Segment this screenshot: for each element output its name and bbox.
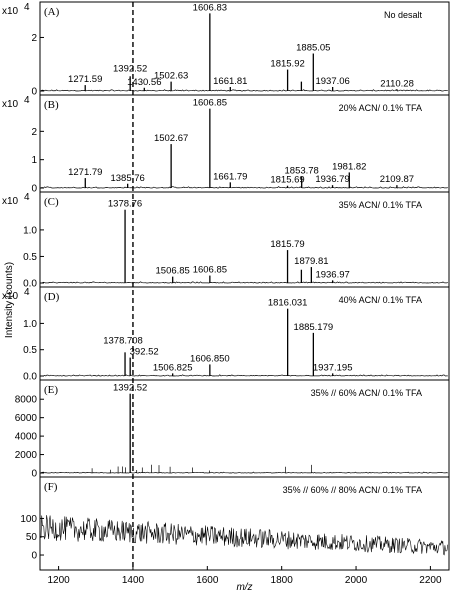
peak-label: 1879.81 — [294, 256, 328, 267]
peak-label: 1385.76 — [110, 173, 144, 184]
y-tick-label: 50 — [26, 532, 38, 543]
y-tick-label: 0.0 — [23, 372, 37, 383]
y-axis-label: Intensity (counts) — [4, 262, 15, 338]
panel-label: (F) — [44, 481, 58, 493]
peak-label: 1502.67 — [154, 133, 188, 144]
y-multiplier-exponent: 4 — [24, 192, 30, 203]
peak-label: 1815.92 — [270, 59, 304, 70]
y-multiplier-exponent: 4 — [24, 287, 30, 298]
peak-label: 1606.85 — [193, 265, 227, 276]
panel-label: (E) — [44, 384, 58, 396]
peak-label: 1661.79 — [213, 171, 247, 182]
spectrum-panel-d: 0.0 0.5 1.0 x10 4 (D) 40% ACN/ 0.1% TFA 1378.70… — [2, 286, 450, 383]
peak-label: 1392.52 — [113, 383, 147, 394]
spectrum-trace — [40, 89, 448, 92]
peak-label: 1502.63 — [154, 71, 188, 82]
y-tick-label: 0 — [31, 87, 37, 98]
peak-label: 1271.59 — [68, 74, 102, 85]
peak-label: 1936.79 — [315, 174, 349, 185]
y-tick-label: 1.0 — [23, 225, 37, 236]
y-multiplier-exponent: 4 — [24, 95, 30, 106]
panel-label: (D) — [44, 291, 60, 303]
peak-label: 1936.97 — [315, 269, 349, 280]
spectrum-trace — [40, 186, 448, 189]
peak-label: 1506.85 — [156, 266, 190, 277]
peak-label: 1378.76 — [108, 199, 142, 210]
y-tick-label: 0 — [31, 551, 37, 562]
peak-label: 1981.82 — [332, 161, 366, 172]
spectrum-panel-e: 0 2000 4000 6000 8000 (E) 35% // 60% ACN/ 0.1%… — [15, 379, 450, 480]
spectrum-panel-b: 0 1 2 x10 4 (B) 20% ACN/ 0.1% TFA 1271.79 1385.7… — [2, 94, 450, 195]
panel-condition: 35% ACN/ 0.1% TFA — [339, 200, 422, 210]
y-tick-label: 0.0 — [23, 279, 37, 290]
y-tick-label: 100 — [20, 514, 37, 525]
peak-label: 2109.87 — [380, 174, 414, 185]
peak-label: 1606.83 — [193, 2, 227, 13]
x-axis-label: m/z — [236, 582, 252, 593]
spectrum-trace — [40, 515, 448, 556]
x-tick-label: 1400 — [122, 575, 145, 586]
peak-label: 1937.195 — [313, 362, 353, 373]
panel-label: (A) — [44, 6, 60, 18]
panel-condition: 40% ACN/ 0.1% TFA — [339, 295, 422, 305]
peak-label: 1885.05 — [296, 43, 330, 54]
peak-label: 1430.56 — [127, 77, 161, 88]
y-tick-label: 6000 — [15, 413, 38, 424]
peak-label: 1271.79 — [68, 167, 102, 178]
peak-label: 1661.81 — [213, 76, 247, 87]
y-tick-label: 2 — [31, 33, 37, 44]
y-tick-label: 0.5 — [23, 252, 37, 263]
peak-label: 1606.85 — [193, 98, 227, 109]
peak-label: 392.52 — [130, 347, 159, 358]
y-tick-label: 8000 — [15, 395, 38, 406]
panel-condition: 35% // 60% ACN/ 0.1% TFA — [311, 388, 422, 398]
x-tick-label: 1800 — [271, 575, 294, 586]
x-tick-label: 1600 — [196, 575, 219, 586]
panel-condition: No desalt — [384, 10, 423, 20]
panel-label: (C) — [44, 196, 59, 208]
y-tick-label: 0 — [31, 184, 37, 195]
y-tick-label: 0.5 — [23, 345, 37, 356]
y-multiplier: x10 — [2, 99, 19, 110]
peak-label: 1816.031 — [268, 298, 308, 309]
peak-label: 1885.179 — [294, 322, 334, 333]
spectrum-trace — [40, 464, 448, 474]
y-multiplier: x10 — [2, 6, 19, 17]
y-multiplier-exponent: 4 — [24, 2, 30, 13]
spectrum-trace — [41, 374, 448, 377]
peak-label: 1853.78 — [285, 166, 319, 177]
x-tick-label: 1200 — [47, 575, 70, 586]
x-tick-label: 2000 — [345, 575, 368, 586]
panel-condition: 35% // 60% // 80% ACN/ 0.1% TFA — [283, 485, 422, 495]
y-multiplier: x10 — [2, 196, 19, 207]
spectrum-trace — [40, 281, 448, 284]
y-tick-label: 1.0 — [23, 319, 37, 330]
y-tick-label: 2 — [31, 127, 37, 138]
peak-label: 1815.69 — [270, 175, 304, 186]
y-multiplier: x10 — [2, 291, 19, 302]
peak-label: 1937.06 — [315, 76, 349, 87]
peak-label: 1506.825 — [153, 362, 193, 373]
peak-label: 2110.28 — [380, 78, 414, 89]
x-tick-label: 2200 — [419, 575, 442, 586]
spectrum-panel-c: 0.0 0.5 1.0 x10 4 (C) 35% ACN/ 0.1% TFA 1378.76… — [2, 191, 450, 290]
y-tick-label: 4000 — [15, 432, 38, 443]
panel-frame — [39, 476, 450, 571]
y-tick-label: 1 — [31, 155, 37, 166]
y-tick-label: 0 — [31, 469, 37, 480]
panel-label: (B) — [44, 99, 59, 111]
y-tick-label: 2000 — [15, 450, 38, 461]
peak-label: 1606.850 — [190, 353, 230, 364]
panel-condition: 20% ACN/ 0.1% TFA — [339, 103, 422, 113]
peak-label: 1392.52 — [113, 63, 147, 74]
peak-label: 1815.79 — [270, 239, 304, 250]
peak-label: 1378.708 — [103, 335, 143, 346]
spectrum-panel-f: 0 50 100 (F) 35% // 60% // 80% ACN/ 0.1% TFA — [20, 476, 450, 571]
